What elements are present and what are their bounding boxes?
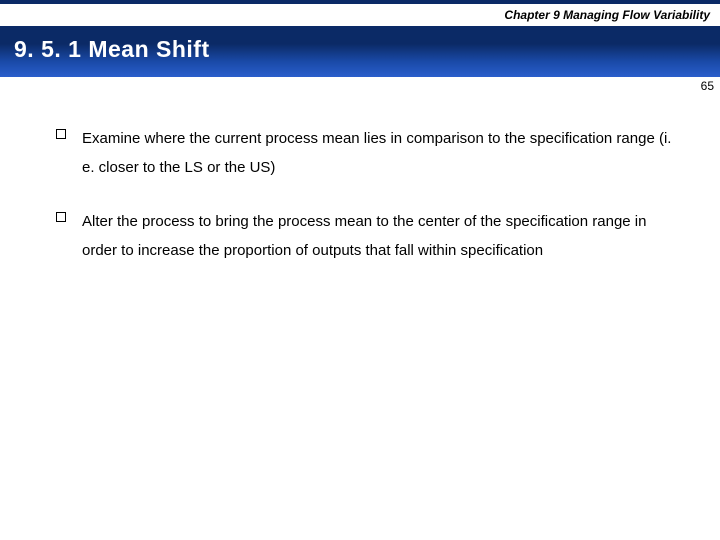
- page-number: 65: [0, 77, 720, 93]
- chapter-label: Chapter 9 Managing Flow Variability: [0, 4, 720, 26]
- content-area: Examine where the current process mean l…: [0, 93, 720, 265]
- title-bar: 9. 5. 1 Mean Shift: [0, 26, 720, 77]
- list-item: Examine where the current process mean l…: [56, 125, 680, 182]
- list-item: Alter the process to bring the process m…: [56, 208, 680, 265]
- square-bullet-icon: [56, 129, 66, 139]
- bullet-text: Alter the process to bring the process m…: [82, 208, 680, 265]
- slide-title: 9. 5. 1 Mean Shift: [14, 36, 706, 63]
- square-bullet-icon: [56, 212, 66, 222]
- bullet-text: Examine where the current process mean l…: [82, 125, 680, 182]
